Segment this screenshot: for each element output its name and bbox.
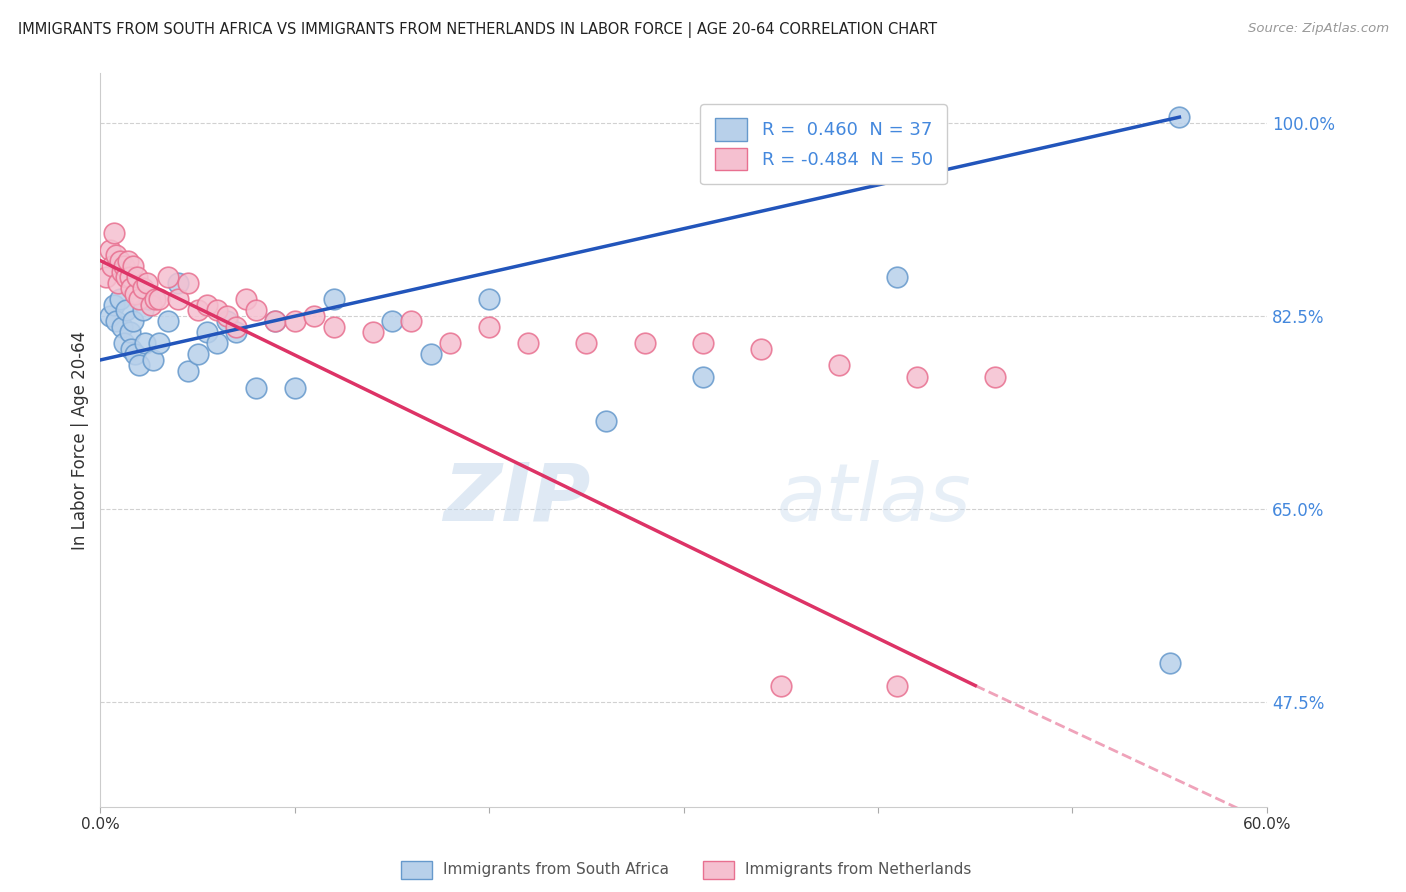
- Point: [117, 253, 139, 268]
- Y-axis label: In Labor Force | Age 20-64: In Labor Force | Age 20-64: [72, 330, 89, 549]
- Point: [132, 303, 155, 318]
- Point: [439, 336, 461, 351]
- Point: [983, 369, 1005, 384]
- Point: [478, 292, 501, 306]
- Point: [101, 259, 124, 273]
- Point: [98, 243, 121, 257]
- Text: IMMIGRANTS FROM SOUTH AFRICA VS IMMIGRANTS FROM NETHERLANDS IN LABOR FORCE | AGE: IMMIGRANTS FROM SOUTH AFRICA VS IMMIGRAN…: [18, 22, 938, 38]
- Point: [143, 292, 166, 306]
- Point: [104, 314, 127, 328]
- Point: [187, 303, 209, 318]
- Legend: R =  0.460  N = 37, R = -0.484  N = 50: R = 0.460 N = 37, R = -0.484 N = 50: [700, 104, 948, 184]
- Point: [112, 336, 135, 351]
- Point: [122, 314, 145, 328]
- Point: [114, 270, 136, 285]
- Point: [1159, 657, 1181, 671]
- Point: [177, 276, 200, 290]
- Point: [128, 359, 150, 373]
- Point: [401, 314, 423, 328]
- Point: [478, 319, 501, 334]
- Point: [195, 326, 218, 340]
- Point: [225, 326, 247, 340]
- Point: [905, 369, 928, 384]
- Point: [322, 292, 344, 306]
- Point: [322, 319, 344, 334]
- Point: [138, 292, 160, 306]
- Point: [215, 309, 238, 323]
- Text: ZIP: ZIP: [443, 459, 591, 538]
- Point: [284, 314, 307, 328]
- Point: [103, 298, 125, 312]
- Point: [122, 259, 145, 273]
- Point: [103, 226, 125, 240]
- Point: [157, 314, 180, 328]
- Point: [225, 319, 247, 334]
- Point: [118, 326, 141, 340]
- Point: [215, 314, 238, 328]
- Point: [264, 314, 287, 328]
- Point: [205, 303, 228, 318]
- Point: [134, 336, 156, 351]
- Point: [167, 276, 190, 290]
- Point: [284, 380, 307, 394]
- Point: [828, 359, 851, 373]
- Text: Immigrants from Netherlands: Immigrants from Netherlands: [745, 863, 972, 877]
- Point: [111, 319, 134, 334]
- Point: [381, 314, 404, 328]
- Point: [104, 248, 127, 262]
- Point: [111, 265, 134, 279]
- Point: [177, 364, 200, 378]
- Point: [108, 253, 131, 268]
- Point: [264, 314, 287, 328]
- Point: [136, 276, 159, 290]
- Point: [142, 353, 165, 368]
- Point: [108, 292, 131, 306]
- Point: [96, 270, 118, 285]
- Point: [107, 276, 129, 290]
- Point: [112, 259, 135, 273]
- Point: [167, 292, 190, 306]
- Point: [769, 679, 792, 693]
- Point: [245, 303, 267, 318]
- Point: [419, 347, 441, 361]
- Point: [114, 303, 136, 318]
- Point: [205, 336, 228, 351]
- Point: [124, 347, 146, 361]
- Point: [120, 281, 142, 295]
- Point: [148, 336, 170, 351]
- Point: [595, 414, 617, 428]
- Point: [98, 309, 121, 323]
- Text: Immigrants from South Africa: Immigrants from South Africa: [443, 863, 669, 877]
- Point: [886, 679, 908, 693]
- Point: [124, 286, 146, 301]
- Point: [187, 347, 209, 361]
- Point: [245, 380, 267, 394]
- Point: [127, 270, 149, 285]
- Point: [692, 336, 714, 351]
- Point: [634, 336, 657, 351]
- Point: [751, 342, 773, 356]
- Point: [118, 270, 141, 285]
- Point: [157, 270, 180, 285]
- Point: [120, 342, 142, 356]
- Point: [692, 369, 714, 384]
- Point: [517, 336, 540, 351]
- Point: [235, 292, 257, 306]
- Point: [886, 270, 908, 285]
- Text: Source: ZipAtlas.com: Source: ZipAtlas.com: [1249, 22, 1389, 36]
- Point: [361, 326, 384, 340]
- Point: [575, 336, 598, 351]
- Point: [148, 292, 170, 306]
- Point: [1168, 110, 1191, 124]
- Point: [132, 281, 155, 295]
- Point: [128, 292, 150, 306]
- Point: [302, 309, 325, 323]
- Point: [195, 298, 218, 312]
- Point: [139, 298, 162, 312]
- Text: atlas: atlas: [778, 459, 972, 538]
